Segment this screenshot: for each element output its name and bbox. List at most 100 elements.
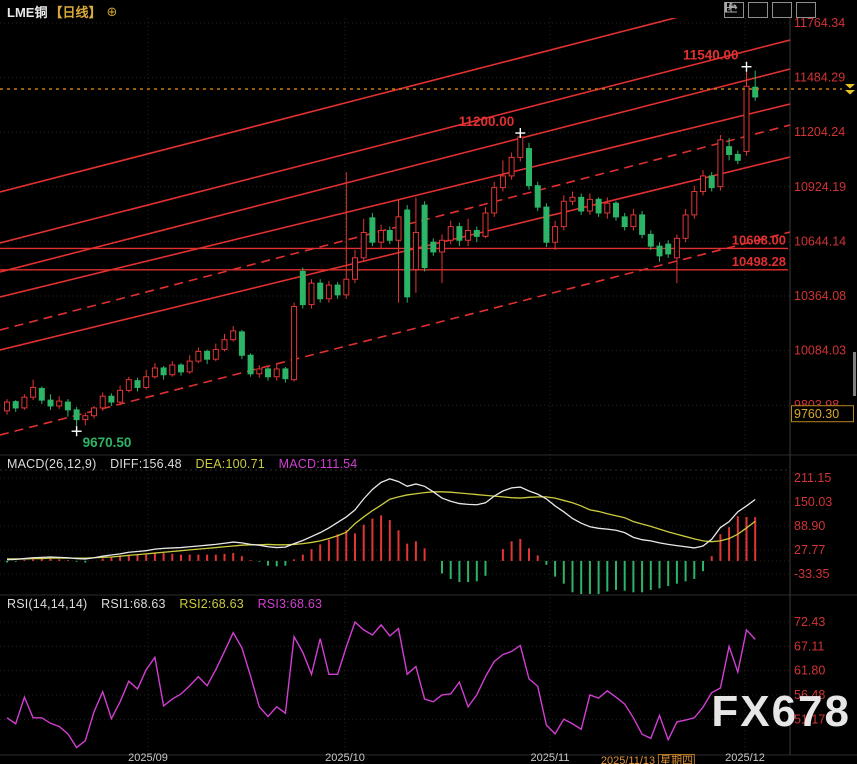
candle xyxy=(665,243,672,255)
candle xyxy=(752,86,759,98)
candle xyxy=(552,226,559,243)
macd-diff-value: DIFF:156.48 xyxy=(110,457,182,471)
candle xyxy=(256,368,263,375)
support-lines: 10608.00 10498.28 xyxy=(0,232,788,271)
candle xyxy=(108,395,115,403)
candle xyxy=(430,241,437,253)
exit-scale-icon[interactable] xyxy=(725,2,816,18)
rsi-line xyxy=(6,620,756,749)
candle xyxy=(160,367,167,376)
rsi-params: RSI(14,14,14) xyxy=(7,597,88,611)
rsi-tick-label: 51.17 xyxy=(794,712,825,726)
candle xyxy=(621,216,628,228)
candle xyxy=(317,282,324,300)
macd-dea-value: DEA:100.71 xyxy=(195,457,265,471)
candle xyxy=(230,330,237,341)
candle xyxy=(499,175,506,189)
trend-lines xyxy=(0,0,790,436)
macd-tick-label: 27.77 xyxy=(794,543,825,557)
rsi2-value: RSI2:68.63 xyxy=(179,597,244,611)
price-marker-icon[interactable] xyxy=(845,84,855,89)
diff-line xyxy=(6,478,756,561)
x-axis: 2025/09 2025/10 2025/11 2025/11/13 星期四 2025/1… xyxy=(0,752,857,764)
candle xyxy=(473,230,480,237)
candle xyxy=(700,175,706,193)
chart-toolbar xyxy=(724,2,816,18)
candle xyxy=(282,368,289,380)
rsi-tick-label: 56.48 xyxy=(794,688,825,702)
macd-macd-value: MACD:111.54 xyxy=(278,457,358,471)
rsi-tick-label: 67.11 xyxy=(794,639,824,653)
candle xyxy=(325,284,332,300)
dea-line xyxy=(7,491,756,560)
candle xyxy=(743,85,750,153)
axis-price-marker-label: 9760.30 xyxy=(794,407,839,421)
trend-line[interactable] xyxy=(0,103,790,298)
candle xyxy=(221,339,228,350)
x-axis-tick: 2025/10 xyxy=(325,752,365,764)
axis-shift-right-icon[interactable] xyxy=(726,2,792,18)
candle xyxy=(378,230,385,243)
trend-line[interactable] xyxy=(0,68,790,273)
candle xyxy=(64,401,71,411)
zoom-out-icon[interactable]: ⊕ xyxy=(106,3,118,19)
swing-price-label: 9670.50 xyxy=(83,435,132,450)
candle xyxy=(439,239,445,253)
candle xyxy=(586,198,593,212)
candle xyxy=(169,364,176,376)
macd-header: MACD(26,12,9) DIFF:156.48 DEA:100.71 MAC… xyxy=(7,457,367,471)
candle xyxy=(569,196,576,202)
support-line-label: 10608.00 xyxy=(732,232,786,247)
candlestick-series xyxy=(4,66,759,432)
trend-line[interactable] xyxy=(0,39,790,244)
candle xyxy=(21,396,28,409)
title-bar: LME铜 【日线】 ⊕ xyxy=(7,2,117,21)
candle xyxy=(47,399,54,407)
candle xyxy=(682,214,689,239)
candle xyxy=(30,386,37,398)
trend-line-dashed[interactable] xyxy=(0,124,790,331)
candle xyxy=(395,216,402,241)
price-tick-label: 10084.03 xyxy=(794,344,846,358)
trend-line[interactable] xyxy=(0,0,760,193)
candle xyxy=(578,196,585,212)
swing-price-label: 11200.00 xyxy=(459,114,515,129)
candle xyxy=(334,284,341,296)
candle xyxy=(343,278,350,296)
candle xyxy=(151,367,158,378)
candle xyxy=(12,401,19,409)
candle xyxy=(273,368,280,378)
candle xyxy=(186,360,193,373)
candle xyxy=(673,237,680,259)
candle xyxy=(195,350,202,362)
candle xyxy=(482,212,489,237)
trend-line-dashed[interactable] xyxy=(0,231,790,436)
candle xyxy=(204,350,211,360)
macd-params: MACD(26,12,9) xyxy=(7,457,97,471)
candle xyxy=(717,139,724,188)
swing-annotations: 11540.00 11200.00 9670.50 xyxy=(71,48,752,450)
candle xyxy=(630,214,637,228)
trend-line[interactable] xyxy=(0,156,790,351)
candle xyxy=(734,153,741,161)
macd-tick-label: 150.03 xyxy=(794,495,832,509)
candle xyxy=(543,206,550,243)
current-price-line xyxy=(0,84,855,95)
macd-tick-label: -33.35 xyxy=(794,567,829,581)
price-tick-label: 11484.29 xyxy=(794,71,845,85)
candle xyxy=(404,209,411,298)
period-label: 【日线】 xyxy=(49,5,102,20)
x-axis-tick: 2025/12 xyxy=(725,752,765,764)
candle xyxy=(134,380,141,388)
macd-tick-label: 88.90 xyxy=(794,519,825,533)
candle xyxy=(73,409,80,421)
candle xyxy=(178,364,184,373)
macd-tick-label: 211.15 xyxy=(794,471,831,485)
scrollbar-thumb[interactable] xyxy=(853,352,856,396)
candle xyxy=(691,191,698,216)
candle xyxy=(726,146,733,155)
axis-shift-left-icon[interactable] xyxy=(726,2,768,18)
rsi-tick-label: 72.43 xyxy=(794,615,825,629)
